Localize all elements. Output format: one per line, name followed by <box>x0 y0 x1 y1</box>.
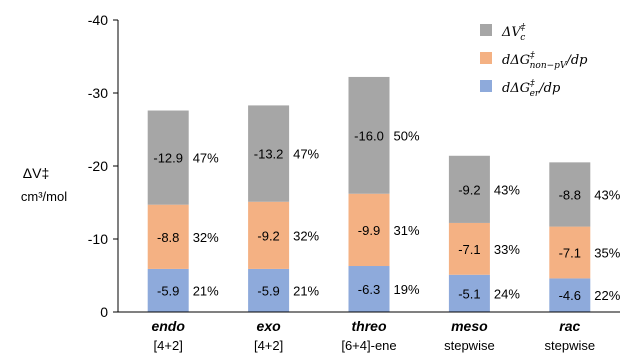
x-category-label: rac <box>559 318 580 334</box>
x-category-label: threo <box>352 318 387 334</box>
legend-label-part: ‡ <box>520 23 526 33</box>
y-axis-unit-label: cm³/mol <box>21 189 67 204</box>
y-axis-label: ΔV‡ <box>23 165 49 181</box>
bar-segment <box>147 268 189 312</box>
x-category-label: endo <box>151 318 185 334</box>
segment-percent-label: 50% <box>394 128 420 143</box>
x-axis: endo [4+2] exo [4+2] threo [6+4]-ene meso stepw… <box>118 311 620 353</box>
segment-value-label: -7.1 <box>458 242 480 257</box>
x-category-sublabel: stepwise <box>545 338 596 353</box>
segment-percent-label: 19% <box>394 282 420 297</box>
x-category-sublabel: [6+4]-ene <box>341 338 396 353</box>
legend-label-part: ΔV <box>501 25 522 40</box>
bar-segment <box>549 278 591 312</box>
segment-value-label: -13.2 <box>254 147 284 162</box>
segment-percent-label: 24% <box>494 286 520 301</box>
y-tick-label: -30 <box>88 85 108 101</box>
segment-value-label: -4.6 <box>559 288 581 303</box>
y-tick-label: 0 <box>100 304 108 320</box>
segment-percent-label: 32% <box>293 228 319 243</box>
bar-segment <box>549 226 591 279</box>
x-category-sublabel: stepwise <box>444 338 495 353</box>
bar-segment <box>348 193 390 267</box>
legend-label-part: c <box>520 33 525 43</box>
x-category-label: exo <box>257 318 282 334</box>
segment-percent-label: 21% <box>293 283 319 298</box>
segment-percent-label: 21% <box>193 283 219 298</box>
segment-value-label: -9.9 <box>358 223 380 238</box>
segment-percent-label: 43% <box>594 187 620 202</box>
segment-percent-label: 35% <box>594 246 620 261</box>
bar-segment <box>448 274 490 312</box>
bar-segment <box>348 76 390 194</box>
legend-swatch <box>480 52 492 64</box>
segment-value-label: -5.9 <box>257 283 279 298</box>
x-category-sublabel: [4+2] <box>254 338 283 353</box>
legend-label: dΔG‡ non−pV/dp <box>502 51 588 71</box>
segment-value-label: -16.0 <box>354 128 384 143</box>
segment-percent-label: 47% <box>193 151 219 166</box>
legend-label: ΔV‡ c <box>501 23 526 43</box>
legend-label-part: er <box>530 89 540 99</box>
segment-percent-label: 31% <box>394 223 420 238</box>
bar-segment <box>348 266 390 312</box>
segment-percent-label: 47% <box>293 147 319 162</box>
bar-segment <box>549 162 591 227</box>
legend-label-part: dΔG <box>502 53 530 68</box>
legend-label-part: /dp <box>537 81 561 96</box>
bar-segment <box>147 110 189 205</box>
y-tick-label: -10 <box>88 231 108 247</box>
x-category-label: meso <box>451 318 488 334</box>
y-tick-label: -40 <box>88 12 108 28</box>
segment-value-label: -5.9 <box>157 283 179 298</box>
bar-segment <box>448 222 490 275</box>
bar-segment <box>248 268 290 312</box>
segment-value-label: -9.2 <box>458 182 480 197</box>
segment-percent-label: 43% <box>494 182 520 197</box>
legend-label: dΔG‡ er/dp <box>502 79 561 99</box>
bars: -5.9 21% -8.8 32% -12.9 47% -5.9 21% -9.2 32% -13.… <box>147 76 621 312</box>
x-category-sublabel: [4+2] <box>154 338 183 353</box>
legend-label-part: dΔG <box>502 81 530 96</box>
legend-label-part: ‡ <box>529 79 535 89</box>
y-axis: 0 -10 -20 -30 -40 <box>88 12 119 320</box>
segment-percent-label: 22% <box>594 288 620 303</box>
legend-label-part: /dp <box>564 53 588 68</box>
segment-value-label: -12.9 <box>153 151 183 166</box>
segment-value-label: -8.8 <box>559 187 581 202</box>
bar-segment <box>147 204 189 269</box>
legend-swatch <box>480 80 492 92</box>
segment-percent-label: 33% <box>494 242 520 257</box>
bar-segment <box>248 105 290 202</box>
legend-swatch <box>480 24 492 36</box>
segment-value-label: -6.3 <box>358 282 380 297</box>
segment-value-label: -9.2 <box>257 228 279 243</box>
bar-segment <box>448 155 490 223</box>
segment-value-label: -5.1 <box>458 286 480 301</box>
segment-value-label: -8.8 <box>157 230 179 245</box>
legend-label-part: non−pV <box>530 61 568 71</box>
legend-label-part: ‡ <box>529 51 535 61</box>
bar-segment <box>248 201 290 269</box>
y-tick-label: -20 <box>88 158 108 174</box>
segment-percent-label: 32% <box>193 230 219 245</box>
segment-value-label: -7.1 <box>559 246 581 261</box>
